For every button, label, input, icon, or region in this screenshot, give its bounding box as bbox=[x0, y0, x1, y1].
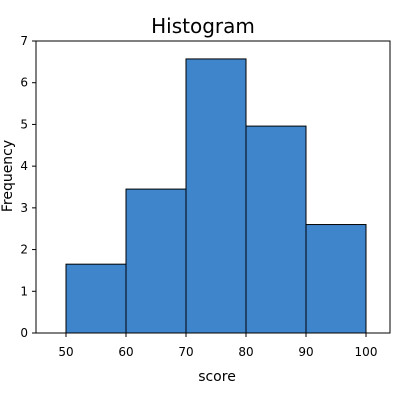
y-tick-label: 6 bbox=[20, 76, 28, 90]
y-tick-label: 3 bbox=[20, 201, 28, 215]
x-tick-label: 80 bbox=[238, 345, 253, 359]
y-tick-label: 1 bbox=[20, 284, 28, 298]
x-tick-label: 60 bbox=[118, 345, 133, 359]
x-tick-label: 70 bbox=[178, 345, 193, 359]
chart-title: Histogram bbox=[151, 14, 255, 38]
histogram-bar-3 bbox=[185, 58, 247, 334]
histogram-bar-2 bbox=[125, 188, 187, 334]
x-axis-ticks: 50 60 70 80 90 100 bbox=[58, 333, 377, 359]
y-tick-label: 4 bbox=[20, 159, 28, 173]
y-tick-label: 0 bbox=[20, 326, 28, 340]
plot-frame bbox=[35, 40, 391, 334]
y-tick-label: 2 bbox=[20, 243, 28, 257]
bars-group bbox=[65, 58, 367, 334]
y-axis-label: Frequency bbox=[0, 140, 16, 212]
x-tick-label: 100 bbox=[355, 345, 378, 359]
y-tick-label: 5 bbox=[20, 117, 28, 131]
y-axis-ticks: 0 1 2 3 4 5 6 7 bbox=[20, 34, 36, 340]
histogram-bar-5 bbox=[305, 224, 367, 334]
histogram-bar-1 bbox=[65, 263, 127, 334]
x-axis-label: score bbox=[198, 369, 236, 385]
histogram-bar-4 bbox=[245, 125, 307, 334]
x-tick-label: 50 bbox=[58, 345, 73, 359]
y-tick-label: 7 bbox=[20, 34, 28, 48]
x-tick-label: 90 bbox=[298, 345, 313, 359]
